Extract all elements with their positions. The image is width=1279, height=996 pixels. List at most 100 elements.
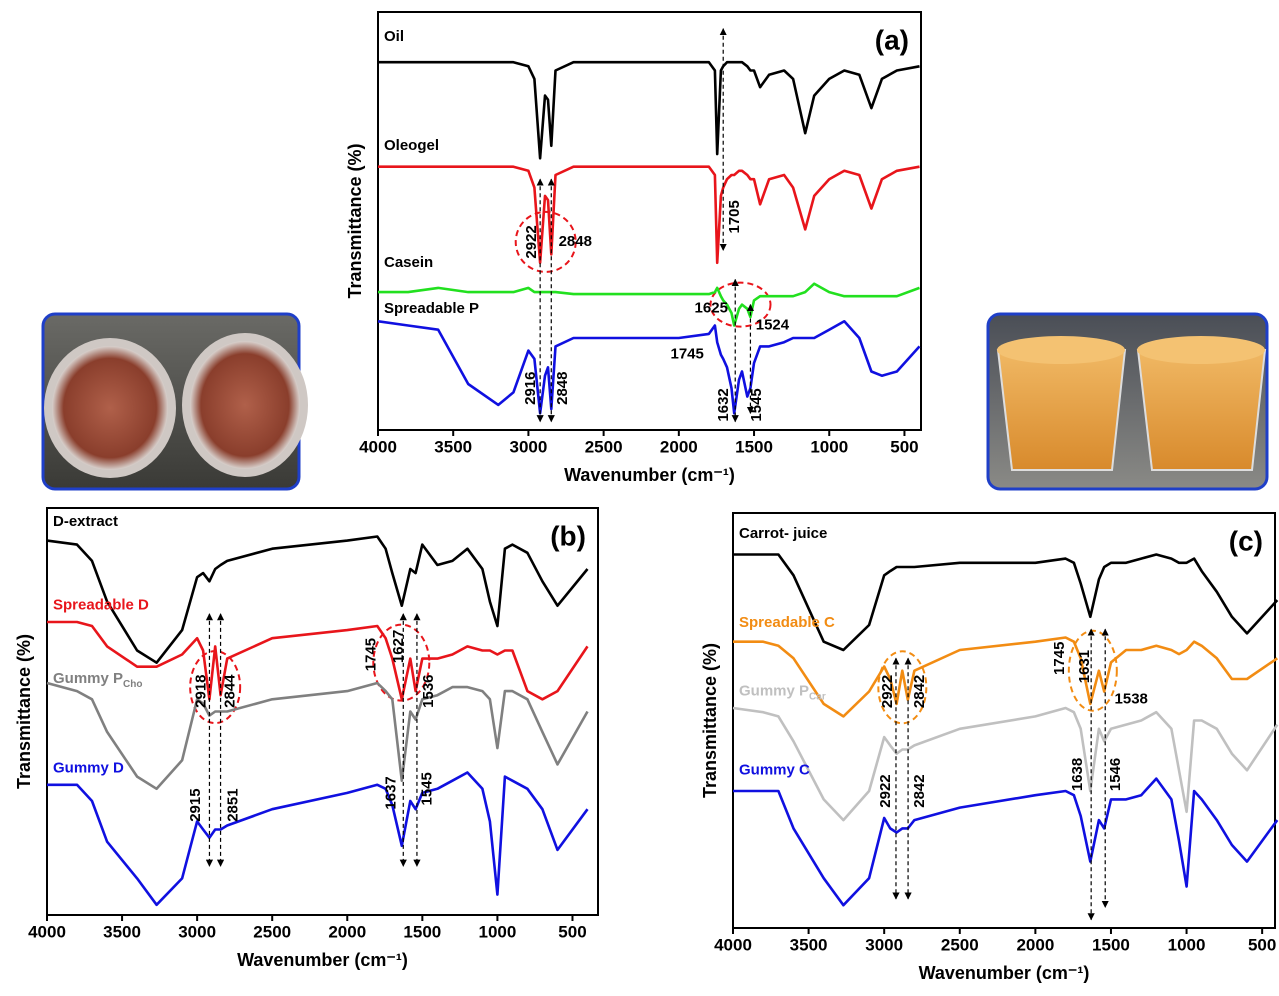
photo-right bbox=[986, 312, 1269, 491]
peak-label: 1705 bbox=[726, 200, 743, 233]
x-tick-label: 4000 bbox=[714, 935, 752, 954]
panel-title: (c) bbox=[1229, 525, 1263, 556]
photo-left bbox=[41, 312, 308, 491]
x-tick-label: 1000 bbox=[1168, 935, 1206, 954]
spectrum-line bbox=[47, 771, 589, 907]
peak-label: 1546 bbox=[1107, 758, 1124, 791]
x-tick-label: 2000 bbox=[1016, 935, 1054, 954]
x-tick-label: 3500 bbox=[103, 922, 141, 941]
x-tick-label: 1000 bbox=[810, 437, 848, 456]
peak-label: 1637 bbox=[383, 776, 400, 809]
x-tick-label: 500 bbox=[558, 922, 586, 941]
x-axis-label: Wavenumber (cm⁻¹) bbox=[564, 465, 735, 485]
peak-label: 1631 bbox=[1076, 650, 1093, 683]
series-name: D-extract bbox=[53, 513, 118, 530]
x-tick-label: 1500 bbox=[1092, 935, 1130, 954]
x-tick-label: 1000 bbox=[478, 922, 516, 941]
peak-label: 2922 bbox=[523, 225, 540, 258]
x-tick-label: 3000 bbox=[178, 922, 216, 941]
x-tick-label: 4000 bbox=[28, 922, 66, 941]
peak-label: 2922 bbox=[879, 675, 896, 708]
series-name: Gummy P bbox=[53, 670, 123, 687]
peak-label: 2915 bbox=[187, 788, 204, 821]
spectrum-line bbox=[377, 320, 921, 415]
spectrum-line bbox=[378, 282, 920, 327]
spectrum-line bbox=[47, 620, 589, 701]
peak-label: 1745 bbox=[670, 346, 703, 363]
x-tick-label: 3000 bbox=[865, 935, 903, 954]
spectrum-line bbox=[378, 165, 920, 265]
peak-label: 2842 bbox=[911, 774, 928, 807]
peak-label: 2842 bbox=[911, 675, 928, 708]
x-tick-label: 3000 bbox=[510, 437, 548, 456]
peak-label: 1745 bbox=[363, 638, 380, 671]
series-label: Gummy C bbox=[739, 761, 810, 778]
plot-frame bbox=[46, 507, 599, 916]
peak-label: 1638 bbox=[1069, 758, 1086, 791]
series-name: Gummy C bbox=[739, 761, 810, 778]
x-axis-label: Wavenumber (cm⁻¹) bbox=[919, 963, 1090, 983]
peak-label: 1536 bbox=[420, 674, 437, 707]
panel-title: (b) bbox=[550, 520, 586, 551]
series-name: Casein bbox=[384, 254, 433, 271]
y-axis-label: Transmittance (%) bbox=[14, 634, 34, 789]
highlight-circle bbox=[877, 650, 928, 725]
series-label: Spreadable P bbox=[384, 300, 479, 317]
peak-label: 2848 bbox=[559, 233, 592, 250]
peak-label: 2922 bbox=[877, 774, 894, 807]
highlight-circle bbox=[709, 281, 772, 328]
panel-title: (a) bbox=[875, 24, 909, 55]
x-tick-label: 2500 bbox=[585, 437, 623, 456]
x-tick-label: 2500 bbox=[941, 935, 979, 954]
peak-label: 2916 bbox=[522, 372, 539, 405]
series-label: D-extract bbox=[53, 513, 118, 530]
x-tick-label: 4000 bbox=[359, 437, 397, 456]
spectrum-line bbox=[733, 636, 1279, 718]
series-name: Spreadable P bbox=[384, 300, 479, 317]
x-tick-label: 2000 bbox=[660, 437, 698, 456]
x-axis-label: Wavenumber (cm⁻¹) bbox=[237, 950, 408, 970]
spectrum-line bbox=[46, 681, 589, 791]
y-axis-label: Transmittance (%) bbox=[345, 143, 365, 298]
series-name: Spreadable C bbox=[739, 614, 835, 631]
series-label: Oleogel bbox=[384, 137, 439, 154]
series-name: Oleogel bbox=[384, 137, 439, 154]
x-tick-label: 2000 bbox=[328, 922, 366, 941]
series-label: Carrot- juice bbox=[739, 525, 827, 542]
series-label: Casein bbox=[384, 254, 433, 271]
series-subscript: Car bbox=[809, 691, 826, 702]
series-label: Gummy D bbox=[53, 759, 124, 776]
x-tick-label: 1500 bbox=[735, 437, 773, 456]
peak-label: 1545 bbox=[419, 772, 436, 805]
spectrum-line bbox=[46, 535, 589, 664]
x-tick-label: 500 bbox=[1248, 935, 1276, 954]
peak-label: 1524 bbox=[756, 316, 790, 333]
x-tick-label: 1500 bbox=[403, 922, 441, 941]
peak-label: 1538 bbox=[1115, 691, 1148, 708]
peak-label: 1625 bbox=[695, 300, 728, 317]
series-name: Gummy D bbox=[53, 759, 124, 776]
series-name: Spreadable D bbox=[53, 597, 149, 614]
highlight-circle bbox=[514, 210, 577, 273]
series-name: Carrot- juice bbox=[739, 525, 827, 542]
series-subscript: Cho bbox=[123, 679, 142, 690]
x-tick-label: 3500 bbox=[790, 935, 828, 954]
x-tick-label: 2500 bbox=[253, 922, 291, 941]
x-tick-label: 500 bbox=[890, 437, 918, 456]
peak-label: 2918 bbox=[192, 674, 209, 707]
series-name: Gummy P bbox=[739, 682, 809, 699]
spectrum-line bbox=[733, 777, 1279, 907]
peak-label: 2844 bbox=[222, 674, 239, 708]
series-label: Gummy PCar bbox=[739, 682, 826, 702]
series-label: Gummy PCho bbox=[53, 670, 142, 690]
plot-frame bbox=[377, 11, 922, 431]
peak-label: 1745 bbox=[1051, 642, 1068, 675]
spectrum-line bbox=[732, 706, 1279, 822]
peak-label: 2848 bbox=[554, 372, 571, 405]
peak-label: 1627 bbox=[390, 630, 407, 663]
series-label: Spreadable C bbox=[739, 614, 835, 631]
series-label: Spreadable D bbox=[53, 597, 149, 614]
spectrum-line bbox=[733, 553, 1279, 652]
